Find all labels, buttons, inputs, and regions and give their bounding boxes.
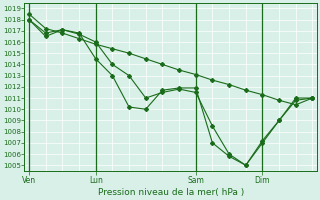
X-axis label: Pression niveau de la mer( hPa ): Pression niveau de la mer( hPa ) xyxy=(98,188,244,197)
